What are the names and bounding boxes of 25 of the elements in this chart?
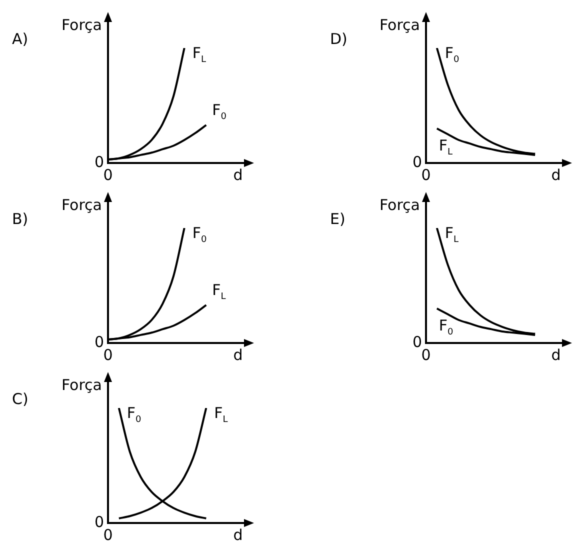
y-axis-title: Força: [379, 16, 420, 34]
x-axis-title: d: [551, 166, 561, 184]
x-axis-title: d: [233, 346, 243, 364]
y-axis-title: Força: [61, 16, 102, 34]
text: 0: [94, 333, 104, 351]
text: 0: [412, 153, 422, 171]
y-axis-title: Força: [379, 196, 420, 214]
text: 0: [103, 346, 113, 364]
y-axis-title: Força: [61, 196, 102, 214]
chart-title: E): [330, 210, 346, 228]
text: 0: [412, 333, 422, 351]
x-axis-title: d: [233, 166, 243, 184]
text: 0: [94, 513, 104, 531]
chart-title: B): [12, 210, 28, 228]
y-axis-title: Força: [61, 376, 102, 394]
chart-title: D): [330, 30, 348, 48]
chart-title: A): [12, 30, 28, 48]
text: 0: [421, 346, 431, 364]
text: 0: [94, 153, 104, 171]
chart-title: C): [12, 390, 28, 408]
x-axis-title: d: [551, 346, 561, 364]
text: 0: [103, 526, 113, 544]
x-axis-title: d: [233, 526, 243, 544]
text: 0: [421, 166, 431, 184]
text: 0: [103, 166, 113, 184]
